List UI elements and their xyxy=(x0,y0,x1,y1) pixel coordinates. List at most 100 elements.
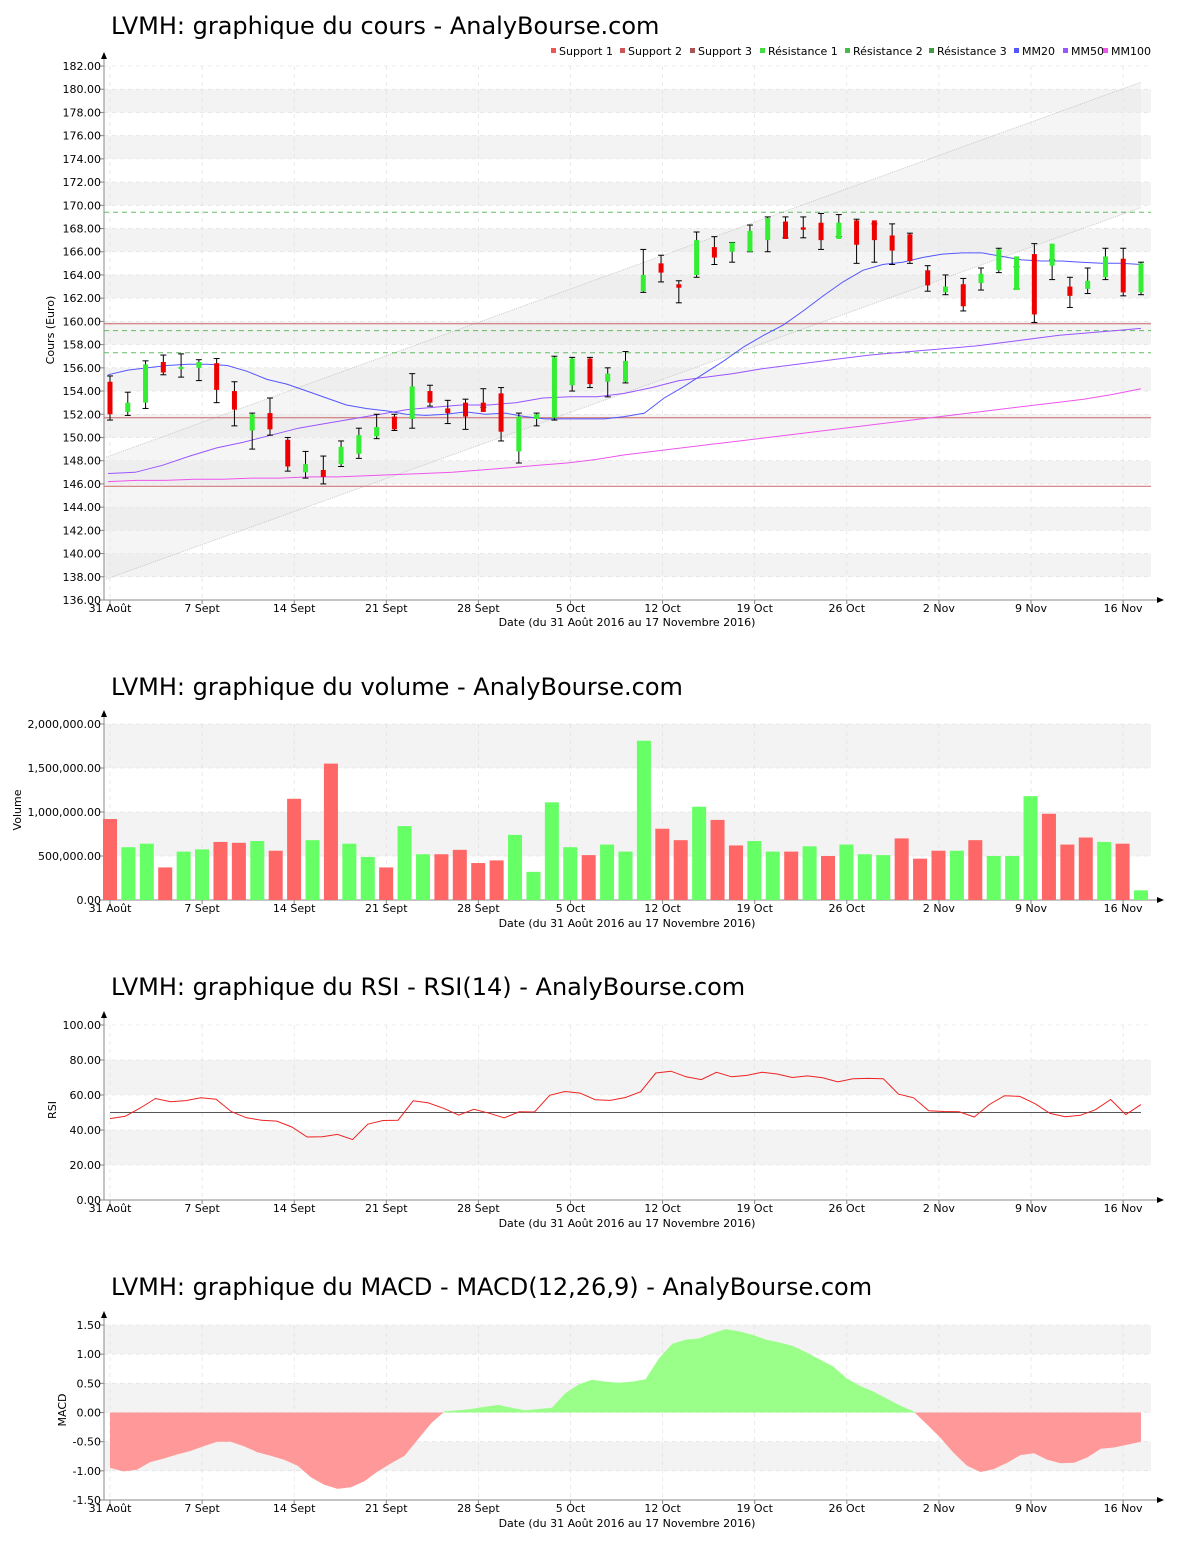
candle-up xyxy=(996,249,1002,271)
macd-xtick-label: 5 Oct xyxy=(556,1502,586,1515)
macd-xtick-label: 2 Nov xyxy=(923,1502,955,1515)
volume-bar-up xyxy=(526,871,541,900)
volume-ytick-label: 2,000,000.00 xyxy=(28,718,101,731)
ma20-line xyxy=(107,252,1142,420)
macd-xlabel: Date (du 31 Août 2016 au 17 Novembre 201… xyxy=(499,1517,756,1530)
price-xtick-label: 12 Oct xyxy=(644,602,681,615)
volume-bar-up xyxy=(397,826,412,900)
price-ytick-label: 160.00 xyxy=(63,315,102,328)
volume-bar-down xyxy=(103,819,117,900)
legend-swatch xyxy=(845,48,850,53)
volume-bar-down xyxy=(379,867,394,900)
macd-band xyxy=(104,1325,1151,1355)
volume-bar-down xyxy=(894,838,909,900)
volume-bar-down xyxy=(287,798,302,900)
rsi-ytick-label: 40.00 xyxy=(70,1124,102,1137)
candle-up xyxy=(125,402,131,412)
volume-bar-up xyxy=(342,843,357,900)
price-band xyxy=(104,89,1151,113)
trend-channel-lower xyxy=(105,207,1142,580)
rsi-band xyxy=(104,1060,1151,1095)
price-ytick-label: 154.00 xyxy=(63,385,102,398)
price-ytick-label: 152.00 xyxy=(63,408,102,421)
candle-down xyxy=(445,408,451,414)
rsi-xtick-label: 31 Août xyxy=(89,1202,133,1215)
volume-bar-up xyxy=(765,851,780,900)
volume-y-axis-arrow xyxy=(101,710,107,717)
candle-up xyxy=(1049,243,1055,266)
volume-bar-up xyxy=(618,851,633,900)
legend-item: Résistance 1 xyxy=(768,45,838,58)
volume-bar-up xyxy=(857,854,872,900)
candle-down xyxy=(231,391,237,410)
volume-bar-up xyxy=(747,841,762,900)
price-ytick-label: 148.00 xyxy=(63,455,102,468)
candle-up xyxy=(249,414,255,431)
volume-bar-up xyxy=(121,847,136,900)
macd-xtick-label: 9 Nov xyxy=(1015,1502,1047,1515)
candle-down xyxy=(320,469,326,477)
candle-down xyxy=(889,235,895,251)
rsi-xtick-label: 21 Sept xyxy=(365,1202,408,1215)
candle-up xyxy=(551,357,557,418)
candle-down xyxy=(1031,254,1037,315)
macd-ylabel: MACD xyxy=(56,1394,69,1427)
macd-xtick-label: 28 Sept xyxy=(457,1502,500,1515)
candle-down xyxy=(1120,258,1126,293)
volume-bar-down xyxy=(434,854,449,900)
volume-bar-down xyxy=(268,850,283,900)
rsi-ytick-label: 80.00 xyxy=(70,1054,102,1067)
price-ytick-label: 146.00 xyxy=(63,478,102,491)
volume-band xyxy=(104,724,1151,768)
price-ytick-label: 170.00 xyxy=(63,199,102,212)
trend-channel xyxy=(106,82,1141,580)
price-xtick-label: 31 Août xyxy=(89,602,133,615)
candle-down xyxy=(818,222,824,241)
candle-up xyxy=(1014,256,1020,291)
candle-up xyxy=(1138,263,1144,293)
macd-ytick-label: -1.00 xyxy=(73,1465,101,1478)
volume-bar-up xyxy=(600,844,615,900)
candle-down xyxy=(480,402,486,412)
volume-xtick-label: 7 Sept xyxy=(184,902,220,915)
rsi-y-axis-arrow xyxy=(101,1011,107,1018)
rsi-ytick-label: 20.00 xyxy=(70,1159,102,1172)
candle-down xyxy=(285,439,291,467)
price-chart-title: LVMH: graphique du cours - AnalyBourse.c… xyxy=(111,12,659,40)
legend-swatch xyxy=(1014,48,1019,53)
candle-up xyxy=(516,416,522,452)
volume-bar-up xyxy=(1005,856,1020,900)
candle-up xyxy=(338,446,344,465)
volume-bar-down xyxy=(323,763,338,900)
legend-swatch xyxy=(760,48,765,53)
volume-xtick-label: 12 Oct xyxy=(644,902,681,915)
legend-swatch xyxy=(690,48,695,53)
ma100-line xyxy=(107,388,1142,483)
legend-swatch xyxy=(1103,48,1108,53)
legend-swatch xyxy=(1063,48,1068,53)
macd-ytick-label: 1.50 xyxy=(77,1319,102,1332)
candle-up xyxy=(356,435,362,454)
candle-down xyxy=(463,402,469,417)
macd-xtick-label: 14 Sept xyxy=(273,1502,316,1515)
candle-down xyxy=(925,270,931,286)
candle-up xyxy=(836,222,842,239)
candle-up xyxy=(942,286,948,293)
price-xtick-label: 16 Nov xyxy=(1104,602,1143,615)
volume-bar-down xyxy=(710,819,725,900)
volume-bar-down xyxy=(784,851,799,900)
volume-bar-down xyxy=(968,840,983,900)
volume-bar-down xyxy=(471,863,486,900)
price-xtick-label: 19 Oct xyxy=(736,602,773,615)
candle-up xyxy=(178,366,184,369)
legend-swatch xyxy=(551,48,556,53)
legend-swatch xyxy=(929,48,934,53)
candle-down xyxy=(871,220,877,241)
volume-bar-down xyxy=(728,845,743,900)
legend-item: MM50 xyxy=(1071,45,1104,58)
macd-xtick-label: 26 Oct xyxy=(829,1502,866,1515)
price-band xyxy=(104,321,1151,345)
volume-ylabel: Volume xyxy=(11,789,24,830)
rsi-xtick-label: 16 Nov xyxy=(1104,1202,1143,1215)
macd-xtick-label: 31 Août xyxy=(89,1502,133,1515)
